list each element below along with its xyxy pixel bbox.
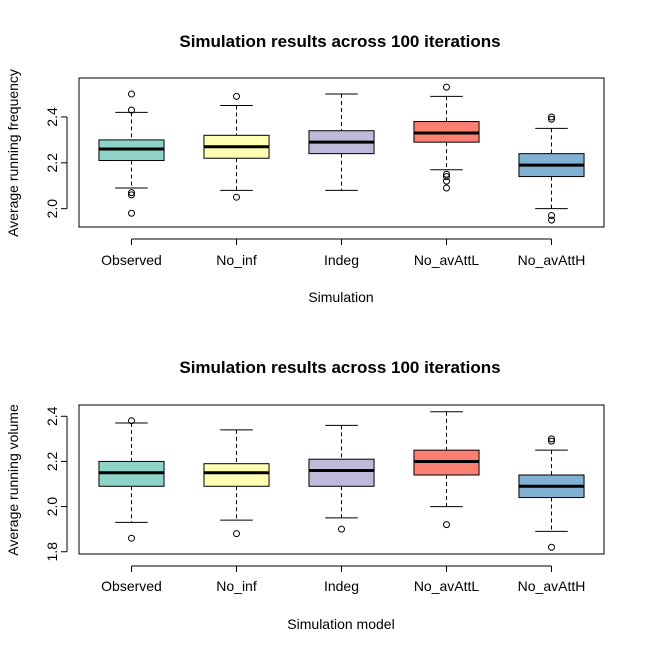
- x-tick-label: Indeg: [324, 252, 359, 268]
- outlier-point: [233, 193, 240, 201]
- outlier-point: [548, 216, 555, 224]
- x-axis-label-frequency: Simulation: [308, 289, 373, 305]
- outlier-point: [443, 170, 450, 178]
- outlier-point: [548, 113, 555, 121]
- y-tick-label: 1.8: [44, 542, 60, 562]
- x-tick-label: No_avAttL: [414, 252, 480, 268]
- outlier-point: [128, 90, 135, 98]
- chart-title-volume: Simulation results across 100 iterations: [179, 358, 500, 377]
- y-tick-label: 2.4: [44, 406, 60, 426]
- x-tick-label: No_avAttH: [518, 252, 586, 268]
- chart-title-frequency: Simulation results across 100 iterations: [179, 32, 500, 51]
- x-tick-label: Observed: [101, 578, 162, 594]
- outlier-point: [548, 435, 555, 443]
- plot-frame: [78, 77, 605, 228]
- outlier-point: [128, 209, 135, 217]
- outlier-point: [443, 521, 450, 529]
- outlier-point: [548, 115, 555, 123]
- y-tick-label: 2.4: [44, 107, 60, 127]
- outlier-point: [443, 173, 450, 181]
- x-tick-label: No_inf: [216, 252, 257, 268]
- outlier-point: [338, 525, 345, 533]
- y-axis-label-volume: Average running volume: [5, 404, 21, 556]
- x-axis-label-volume: Simulation model: [287, 616, 394, 632]
- outlier-point: [128, 191, 135, 199]
- x-tick-label: No_avAttL: [414, 578, 480, 594]
- plot-area-volume: 1.8 2.0 2.2 2.4 Observed No_inf Indeg No_avAttL…: [44, 404, 605, 594]
- panel-frequency: Simulation results across 100 iterations…: [5, 32, 605, 305]
- outlier-point: [128, 534, 135, 542]
- outlier-point: [548, 212, 555, 220]
- y-tick-label: 2.2: [44, 153, 60, 173]
- box: [308, 458, 375, 487]
- outlier-point: [128, 106, 135, 114]
- outlier-point: [443, 177, 450, 185]
- y-tick-label: 2.0: [44, 497, 60, 517]
- box: [203, 463, 270, 487]
- outlier-point: [443, 83, 450, 91]
- y-tick-label: 2.2: [44, 451, 60, 471]
- outlier-point: [443, 184, 450, 192]
- x-tick-label: No_inf: [216, 578, 257, 594]
- outlier-point: [128, 189, 135, 197]
- outlier-point: [233, 92, 240, 100]
- outlier-point: [548, 437, 555, 445]
- x-tick-label: No_avAttH: [518, 578, 586, 594]
- plot-frame: [78, 404, 605, 555]
- outlier-point: [233, 530, 240, 538]
- x-tick-label: Observed: [101, 252, 162, 268]
- y-axis-label-frequency: Average running frequency: [5, 69, 21, 237]
- outlier-point: [128, 417, 135, 425]
- y-tick-label: 2.0: [44, 199, 60, 219]
- outlier-point: [548, 543, 555, 551]
- panel-volume: Simulation results across 100 iterations…: [5, 358, 605, 632]
- plot-area-frequency: 2.0 2.2 2.4 Observed No_inf Indeg No_avAttL No_…: [44, 77, 605, 268]
- x-tick-label: Indeg: [324, 578, 359, 594]
